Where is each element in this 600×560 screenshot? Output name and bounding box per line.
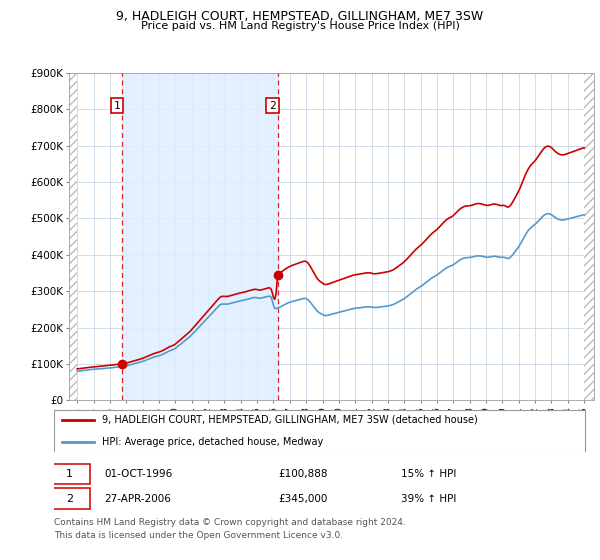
Text: £100,888: £100,888 (278, 469, 328, 479)
Bar (122, 73, 278, 400)
Text: 15% ↑ HPI: 15% ↑ HPI (401, 469, 457, 479)
FancyBboxPatch shape (54, 410, 586, 451)
Text: 2: 2 (269, 101, 276, 110)
Text: HPI: Average price, detached house, Medway: HPI: Average price, detached house, Medw… (102, 437, 323, 446)
Text: 2: 2 (66, 493, 73, 503)
Text: Contains HM Land Registry data © Crown copyright and database right 2024.: Contains HM Land Registry data © Crown c… (54, 518, 406, 527)
FancyBboxPatch shape (49, 464, 91, 484)
Text: 39% ↑ HPI: 39% ↑ HPI (401, 493, 457, 503)
Text: 27-APR-2006: 27-APR-2006 (105, 493, 172, 503)
Text: 9, HADLEIGH COURT, HEMPSTEAD, GILLINGHAM, ME7 3SW (detached house): 9, HADLEIGH COURT, HEMPSTEAD, GILLINGHAM… (102, 415, 478, 424)
Text: 1: 1 (114, 101, 121, 110)
Text: 1: 1 (66, 469, 73, 479)
FancyBboxPatch shape (49, 488, 91, 508)
Text: 01-OCT-1996: 01-OCT-1996 (105, 469, 173, 479)
Text: 9, HADLEIGH COURT, HEMPSTEAD, GILLINGHAM, ME7 3SW: 9, HADLEIGH COURT, HEMPSTEAD, GILLINGHAM… (116, 10, 484, 22)
Text: Price paid vs. HM Land Registry's House Price Index (HPI): Price paid vs. HM Land Registry's House … (140, 21, 460, 31)
Text: £345,000: £345,000 (278, 493, 328, 503)
Text: This data is licensed under the Open Government Licence v3.0.: This data is licensed under the Open Gov… (54, 531, 343, 540)
